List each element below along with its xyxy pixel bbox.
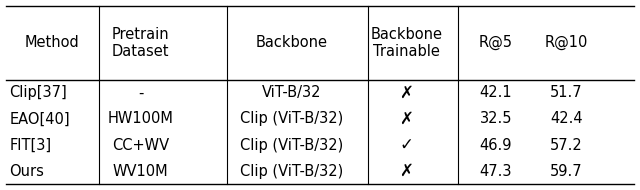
Text: ✗: ✗ [399,162,413,180]
Text: ✗: ✗ [399,110,413,128]
Text: ✗: ✗ [399,84,413,102]
Text: 47.3: 47.3 [480,164,512,179]
Text: FIT[3]: FIT[3] [10,138,52,153]
Text: Clip (ViT-B/32): Clip (ViT-B/32) [239,164,343,179]
Text: 42.4: 42.4 [550,112,582,127]
Text: ViT-B/32: ViT-B/32 [262,85,321,100]
Text: Clip (ViT-B/32): Clip (ViT-B/32) [239,112,343,127]
Text: Backbone: Backbone [255,35,327,50]
Text: 42.1: 42.1 [480,85,512,100]
Text: HW100M: HW100M [108,112,173,127]
Text: 51.7: 51.7 [550,85,582,100]
Text: Backbone
Trainable: Backbone Trainable [371,27,442,59]
Text: 46.9: 46.9 [480,138,512,153]
Text: 59.7: 59.7 [550,164,582,179]
Text: CC+WV: CC+WV [112,138,170,153]
Text: 32.5: 32.5 [480,112,512,127]
Text: Ours: Ours [10,164,44,179]
Text: -: - [138,85,143,100]
Text: Pretrain
Dataset: Pretrain Dataset [112,27,170,59]
Text: ✓: ✓ [399,136,413,154]
Text: R@10: R@10 [545,35,588,50]
Text: Method: Method [25,35,80,50]
Text: 57.2: 57.2 [550,138,583,153]
Text: Clip (ViT-B/32): Clip (ViT-B/32) [239,138,343,153]
Text: WV10M: WV10M [113,164,168,179]
Text: Clip[37]: Clip[37] [10,85,67,100]
Text: EAO[40]: EAO[40] [10,112,70,127]
Text: R@5: R@5 [479,35,513,50]
